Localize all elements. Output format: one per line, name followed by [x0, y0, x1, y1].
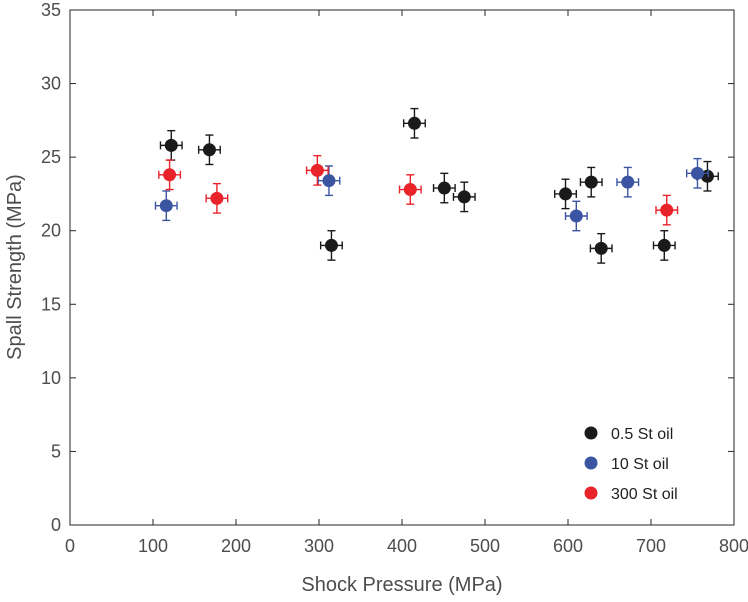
y-tick-label: 5: [51, 441, 61, 461]
y-axis-label: Spall Strength (MPa): [4, 174, 26, 360]
legend-marker: [584, 426, 598, 440]
data-point: [310, 163, 324, 177]
data-point: [163, 168, 177, 182]
data-point: [164, 138, 178, 152]
data-point: [159, 199, 173, 213]
series-300-st-oil: [158, 154, 679, 226]
data-point: [559, 187, 573, 201]
plot-area: [69, 9, 735, 526]
data-point: [202, 143, 216, 157]
series-10-st-oil: [154, 157, 709, 232]
data-point: [210, 191, 224, 205]
y-tick-label: 25: [41, 147, 61, 167]
y-tick-label: 35: [41, 0, 61, 20]
legend-label: 10 St oil: [611, 456, 669, 473]
data-point: [437, 181, 451, 195]
y-tick-label: 30: [41, 74, 61, 94]
data-point: [690, 166, 704, 180]
x-tick-label: 600: [553, 536, 583, 556]
data-point: [594, 241, 608, 255]
x-tick-label: 500: [470, 536, 500, 556]
x-tick-label: 800: [719, 536, 748, 556]
data-point: [403, 183, 417, 197]
y-tick-label: 15: [41, 294, 61, 314]
x-tick-label: 300: [304, 536, 334, 556]
data-point: [407, 116, 421, 130]
x-tick-label: 400: [387, 536, 417, 556]
x-tick-label: 0: [65, 536, 75, 556]
x-tick-labels: 0 100 200 300 400 500 600 700 800: [65, 536, 748, 556]
x-tick-label: 100: [138, 536, 168, 556]
x-axis-label: Shock Pressure (MPa): [301, 574, 502, 596]
data-point: [569, 209, 583, 223]
data-point: [322, 174, 336, 188]
data-point: [457, 190, 471, 204]
legend: 0.5 St oil 10 St oil 300 St oil: [584, 426, 678, 503]
data-point: [621, 175, 635, 189]
x-tick-label: 200: [221, 536, 251, 556]
data-point: [660, 203, 674, 217]
axis-ticks: [69, 9, 735, 526]
series-0-5-st-oil: [159, 107, 719, 264]
y-tick-labels: 0 5 10 15 20 25 30 35: [41, 0, 61, 535]
x-tick-label: 700: [636, 536, 666, 556]
data-point: [584, 175, 598, 189]
data-point: [657, 238, 671, 252]
legend-label: 0.5 St oil: [611, 426, 673, 443]
data-points: [154, 107, 719, 264]
legend-marker: [584, 456, 598, 470]
y-tick-label: 0: [51, 515, 61, 535]
y-tick-label: 20: [41, 221, 61, 241]
legend-label: 300 St oil: [611, 486, 678, 503]
y-tick-label: 10: [41, 368, 61, 388]
data-point: [324, 238, 338, 252]
legend-marker: [584, 486, 598, 500]
